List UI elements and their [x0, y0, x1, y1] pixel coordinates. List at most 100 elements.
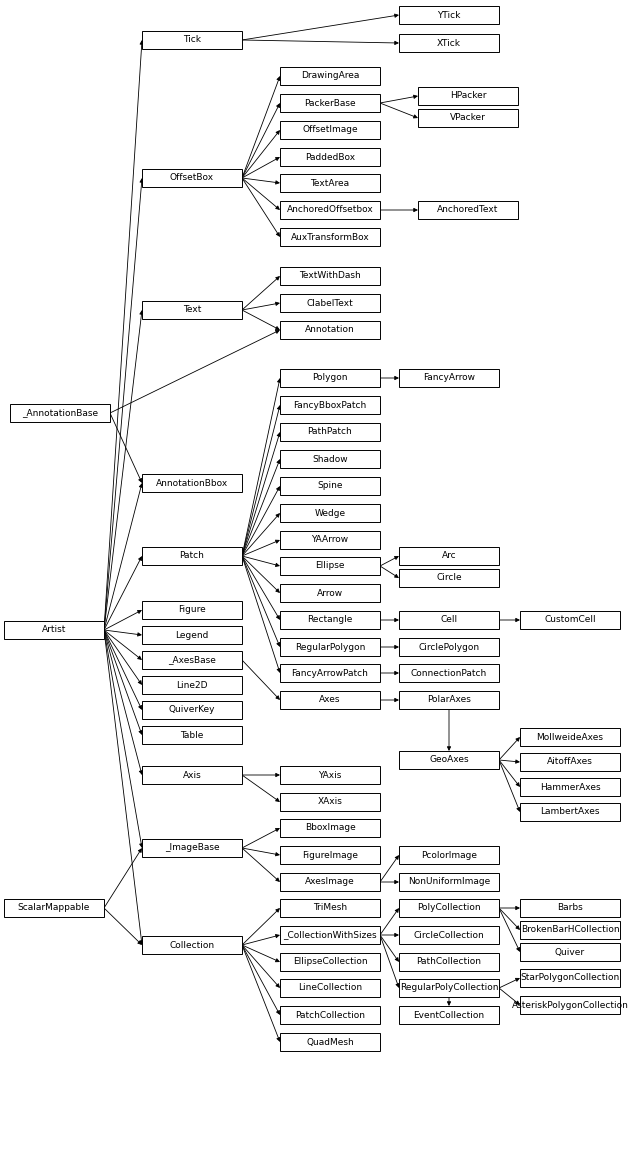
- Text: VPacker: VPacker: [450, 114, 486, 122]
- Text: Spine: Spine: [317, 482, 343, 491]
- FancyBboxPatch shape: [280, 899, 380, 917]
- FancyBboxPatch shape: [520, 778, 620, 796]
- Text: AxesImage: AxesImage: [305, 878, 355, 887]
- FancyBboxPatch shape: [142, 601, 242, 619]
- FancyBboxPatch shape: [10, 404, 110, 422]
- Text: Patch: Patch: [179, 552, 204, 561]
- FancyBboxPatch shape: [399, 35, 499, 52]
- FancyBboxPatch shape: [280, 147, 380, 166]
- Text: AnnotationBbox: AnnotationBbox: [156, 478, 228, 487]
- FancyBboxPatch shape: [280, 267, 380, 285]
- FancyBboxPatch shape: [4, 899, 104, 917]
- Text: GeoAxes: GeoAxes: [429, 756, 469, 765]
- FancyBboxPatch shape: [280, 664, 380, 682]
- Text: FigureImage: FigureImage: [302, 850, 358, 859]
- FancyBboxPatch shape: [520, 899, 620, 917]
- Text: YAxis: YAxis: [318, 771, 342, 780]
- FancyBboxPatch shape: [280, 611, 380, 629]
- Text: AnchoredText: AnchoredText: [437, 205, 499, 214]
- FancyBboxPatch shape: [280, 584, 380, 602]
- Text: RegularPolyCollection: RegularPolyCollection: [400, 984, 498, 993]
- FancyBboxPatch shape: [520, 753, 620, 771]
- Text: TextWithDash: TextWithDash: [299, 272, 361, 280]
- FancyBboxPatch shape: [142, 766, 242, 785]
- FancyBboxPatch shape: [280, 793, 380, 811]
- FancyBboxPatch shape: [280, 979, 380, 996]
- FancyBboxPatch shape: [520, 803, 620, 821]
- FancyBboxPatch shape: [399, 664, 499, 682]
- Text: Arrow: Arrow: [317, 589, 343, 598]
- Text: MollweideAxes: MollweideAxes: [537, 733, 604, 742]
- Text: EventCollection: EventCollection: [413, 1010, 485, 1020]
- FancyBboxPatch shape: [280, 121, 380, 139]
- FancyBboxPatch shape: [280, 558, 380, 575]
- Text: PathCollection: PathCollection: [417, 957, 482, 967]
- Text: _CollectionWithSizes: _CollectionWithSizes: [283, 931, 377, 940]
- FancyBboxPatch shape: [418, 200, 518, 219]
- Text: OffsetBox: OffsetBox: [170, 174, 214, 182]
- FancyBboxPatch shape: [399, 926, 499, 943]
- FancyBboxPatch shape: [280, 531, 380, 550]
- Text: Table: Table: [181, 730, 204, 740]
- Text: AsteriskPolygonCollection: AsteriskPolygonCollection: [512, 1000, 628, 1009]
- Text: Artist: Artist: [42, 626, 66, 635]
- Text: XTick: XTick: [437, 38, 461, 47]
- FancyBboxPatch shape: [280, 321, 380, 339]
- Text: CustomCell: CustomCell: [544, 615, 596, 624]
- FancyBboxPatch shape: [399, 979, 499, 996]
- FancyBboxPatch shape: [399, 611, 499, 629]
- FancyBboxPatch shape: [520, 996, 620, 1014]
- FancyBboxPatch shape: [280, 228, 380, 247]
- Text: Arc: Arc: [441, 552, 456, 561]
- Text: Line2D: Line2D: [176, 681, 208, 690]
- Text: Annotation: Annotation: [305, 326, 355, 334]
- Text: PcolorImage: PcolorImage: [421, 850, 477, 859]
- Text: Figure: Figure: [178, 606, 206, 614]
- Text: _AxesBase: _AxesBase: [168, 655, 216, 665]
- FancyBboxPatch shape: [142, 839, 242, 857]
- Text: Cell: Cell: [440, 615, 457, 624]
- Text: ConnectionPatch: ConnectionPatch: [411, 668, 487, 677]
- Text: AuxTransformBox: AuxTransformBox: [291, 233, 369, 242]
- FancyBboxPatch shape: [142, 547, 242, 564]
- FancyBboxPatch shape: [280, 396, 380, 414]
- Text: CircleCollection: CircleCollection: [413, 931, 484, 940]
- Text: Polygon: Polygon: [312, 373, 348, 382]
- FancyBboxPatch shape: [142, 473, 242, 492]
- Text: EllipseCollection: EllipseCollection: [293, 957, 367, 967]
- Text: Text: Text: [183, 305, 201, 314]
- Text: Tick: Tick: [183, 36, 201, 45]
- FancyBboxPatch shape: [520, 728, 620, 746]
- FancyBboxPatch shape: [280, 926, 380, 943]
- Text: YTick: YTick: [437, 10, 461, 20]
- Text: PackerBase: PackerBase: [304, 99, 356, 107]
- Text: PolarAxes: PolarAxes: [427, 696, 471, 705]
- Text: LambertAxes: LambertAxes: [540, 808, 600, 817]
- FancyBboxPatch shape: [280, 450, 380, 468]
- FancyBboxPatch shape: [4, 621, 104, 639]
- FancyBboxPatch shape: [142, 651, 242, 669]
- Text: Collection: Collection: [170, 940, 214, 949]
- Text: QuadMesh: QuadMesh: [306, 1038, 354, 1046]
- FancyBboxPatch shape: [280, 294, 380, 312]
- Text: FancyArrowPatch: FancyArrowPatch: [292, 668, 368, 677]
- Text: YAArrow: YAArrow: [311, 536, 348, 545]
- FancyBboxPatch shape: [399, 751, 499, 770]
- FancyBboxPatch shape: [399, 899, 499, 917]
- FancyBboxPatch shape: [399, 569, 499, 588]
- FancyBboxPatch shape: [142, 726, 242, 744]
- Text: RegularPolygon: RegularPolygon: [295, 643, 365, 652]
- Text: Circle: Circle: [436, 574, 462, 583]
- Text: BrokenBarHCollection: BrokenBarHCollection: [521, 925, 619, 934]
- FancyBboxPatch shape: [142, 702, 242, 719]
- FancyBboxPatch shape: [280, 174, 380, 192]
- Text: HammerAxes: HammerAxes: [540, 782, 600, 791]
- FancyBboxPatch shape: [399, 638, 499, 655]
- FancyBboxPatch shape: [142, 301, 242, 319]
- FancyBboxPatch shape: [280, 638, 380, 655]
- FancyBboxPatch shape: [280, 369, 380, 387]
- FancyBboxPatch shape: [399, 369, 499, 387]
- FancyBboxPatch shape: [280, 691, 380, 708]
- Text: TriMesh: TriMesh: [313, 903, 347, 912]
- FancyBboxPatch shape: [142, 626, 242, 644]
